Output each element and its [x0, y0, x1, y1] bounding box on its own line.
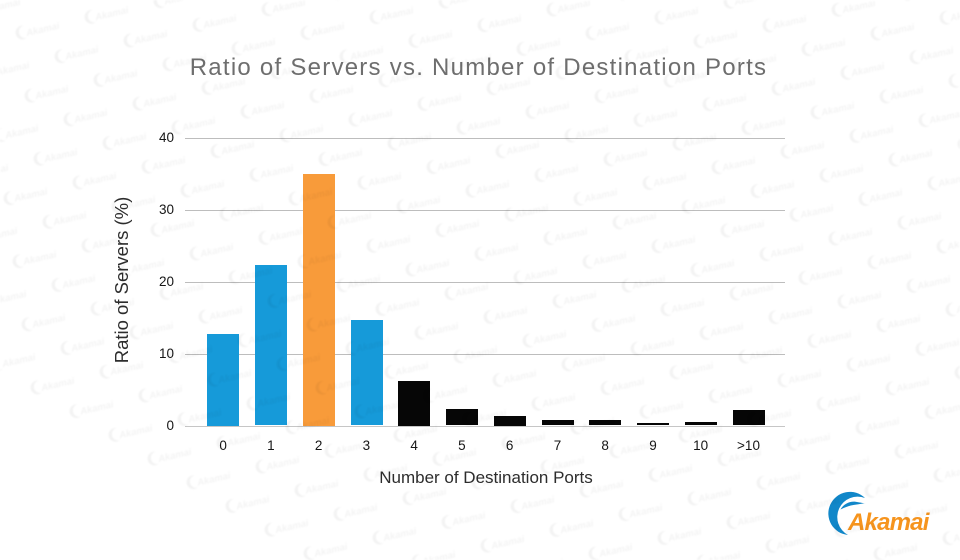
svg-text:Akamai: Akamai: [847, 509, 931, 536]
